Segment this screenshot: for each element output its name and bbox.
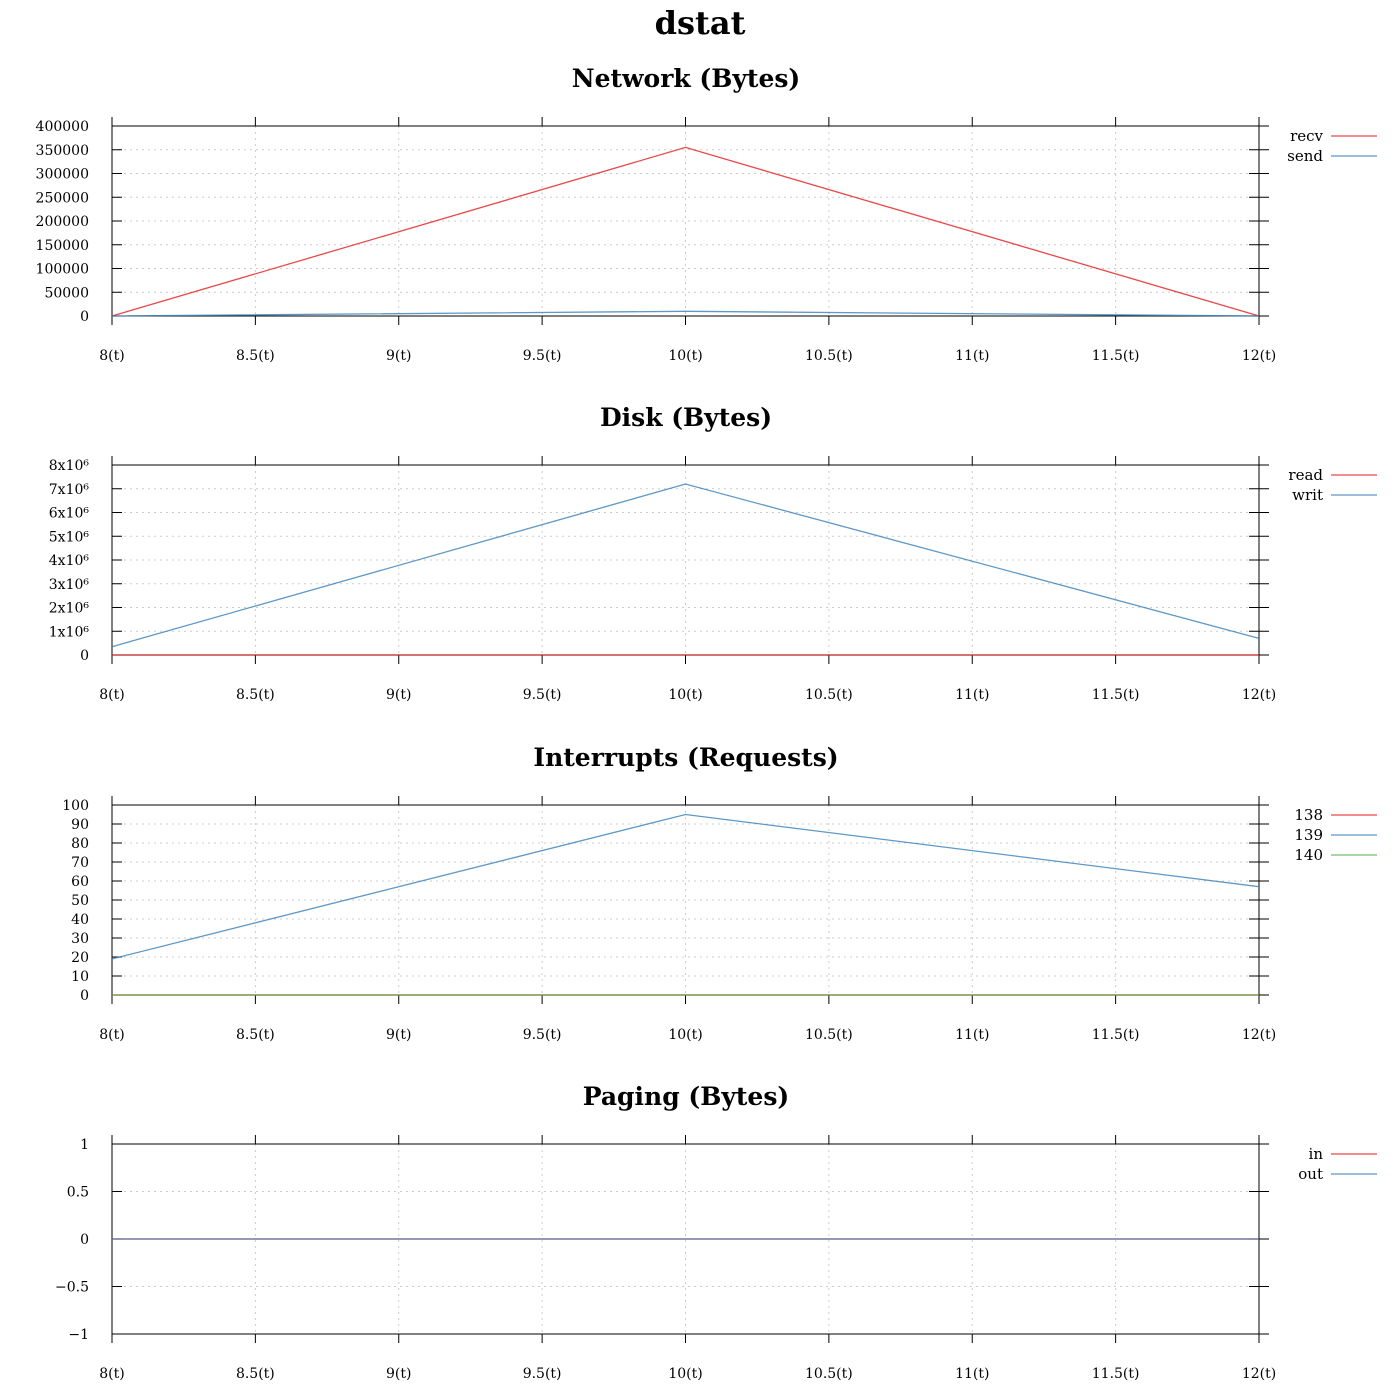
legend-label: writ [1292,486,1323,504]
legend-label: send [1287,147,1323,165]
x-tick-label: 11(t) [955,687,989,703]
y-tick-label: 0.5 [67,1185,89,1201]
chart-title: Interrupts (Requests) [533,743,839,772]
chart-title: Network (Bytes) [571,64,801,93]
y-tick-label: 80 [71,836,89,852]
y-tick-label: 3x10⁶ [49,577,90,593]
x-tick-label: 9(t) [386,1027,411,1043]
page-title: dstat [654,4,746,42]
x-tick-label: 9.5(t) [523,1366,562,1382]
y-tick-label: −0.5 [55,1280,89,1296]
y-tick-label: 350000 [36,143,89,159]
disk-panel: Disk (Bytes) 8(t) 8.5(t) 9(t) 9.5(t) 10(t) 10… [0,403,1400,713]
y-tick-label: 200000 [36,214,89,230]
x-tick-label: 9(t) [386,348,411,364]
plot-frame [111,464,1260,656]
x-tick-label: 9.5(t) [523,687,562,703]
series-line-send [111,310,1260,317]
series-line-recv [111,146,1260,317]
y-tick-label: 0 [80,309,89,325]
x-tick-label: 10(t) [668,348,702,364]
x-tick-label: 10(t) [668,1027,702,1043]
y-tick-label: 400000 [36,119,89,135]
y-tick-label: 70 [71,855,89,871]
x-tick-label: 12(t) [1242,1027,1276,1043]
y-tick-label: 1 [80,1137,89,1153]
legend-label: 140 [1294,846,1323,864]
network-chart: 8(t) 8.5(t) 9(t) 9.5(t) 10(t) 10.5(t) 11(t) 11.… [36,117,1377,364]
x-tick-label: 8(t) [99,1366,124,1382]
x-tick-label: 9.5(t) [523,1027,562,1043]
x-tick-label: 10.5(t) [805,1366,853,1382]
x-tick-label: 11.5(t) [1092,348,1140,364]
y-tick-label: −1 [68,1327,89,1343]
y-tick-label: 20 [71,950,89,966]
y-tick-label: 100000 [36,262,89,278]
legend-label: read [1288,466,1323,484]
x-tick-label: 11.5(t) [1092,1027,1140,1043]
x-tick-label: 9(t) [386,687,411,703]
x-tick-label: 9.5(t) [523,348,562,364]
y-tick-label: 0 [80,1232,89,1248]
plot-frame [111,804,1260,996]
series-line-139 [111,813,1260,960]
legend-label: out [1298,1165,1323,1183]
y-tick-label: 10 [71,969,89,985]
y-tick-label: 50000 [44,285,89,301]
x-tick-label: 11.5(t) [1092,687,1140,703]
x-tick-label: 8(t) [99,687,124,703]
x-tick-label: 10(t) [668,1366,702,1382]
y-tick-label: 6x10⁶ [49,506,90,522]
y-tick-label: 50 [71,893,89,909]
chart-title: Paging (Bytes) [582,1082,790,1111]
y-tick-label: 1x10⁶ [49,624,90,640]
y-tick-label: 90 [71,817,89,833]
x-tick-label: 8(t) [99,348,124,364]
y-tick-label: 8x10⁶ [49,458,90,474]
x-tick-label: 12(t) [1242,348,1276,364]
x-tick-label: 12(t) [1242,1366,1276,1382]
y-tick-label: 5x10⁶ [49,529,90,545]
y-tick-label: 250000 [36,190,89,206]
x-tick-label: 8.5(t) [236,1366,275,1382]
series-line-writ [111,483,1260,648]
legend-label: in [1309,1145,1324,1163]
legend-label: 138 [1294,806,1323,824]
x-tick-label: 10(t) [668,687,702,703]
interrupts-panel: Interrupts (Requests) 8(t) 8.5(t) 9(t) 9.5(… [0,743,1400,1053]
y-tick-label: 2x10⁶ [49,601,90,617]
y-tick-label: 40 [71,912,89,928]
x-tick-label: 8.5(t) [236,687,275,703]
paging-chart: 8(t) 8.5(t) 9(t) 9.5(t) 10(t) 10.5(t) 11(t) 11.… [55,1135,1377,1382]
network-panel: Network (Bytes) 8(t) 8.5(t) 9(t) 9.5(t) 10(t… [0,64,1400,374]
y-tick-label: 60 [71,874,89,890]
paging-panel: Paging (Bytes) 8(t) 8.5(t) 9(t) 9.5(t) 10(t)… [0,1082,1400,1392]
x-tick-label: 8(t) [99,1027,124,1043]
x-tick-label: 9(t) [386,1366,411,1382]
x-tick-label: 11(t) [955,1366,989,1382]
x-tick-label: 10.5(t) [805,687,853,703]
x-tick-label: 8.5(t) [236,1027,275,1043]
x-tick-label: 11(t) [955,348,989,364]
y-tick-label: 0 [80,648,89,664]
x-tick-label: 11(t) [955,1027,989,1043]
y-tick-label: 0 [80,988,89,1004]
y-tick-label: 150000 [36,238,89,254]
x-tick-label: 8.5(t) [236,348,275,364]
y-tick-label: 100 [62,798,89,814]
x-tick-label: 10.5(t) [805,348,853,364]
plot-frame [111,125,1260,317]
legend-label: 139 [1294,826,1323,844]
x-tick-label: 11.5(t) [1092,1366,1140,1382]
y-tick-label: 300000 [36,167,89,183]
y-tick-label: 4x10⁶ [49,553,90,569]
x-tick-label: 10.5(t) [805,1027,853,1043]
legend-label: recv [1290,127,1323,145]
y-tick-label: 30 [71,931,89,947]
x-tick-label: 12(t) [1242,687,1276,703]
y-tick-label: 7x10⁶ [49,482,90,498]
interrupts-chart: 8(t) 8.5(t) 9(t) 9.5(t) 10(t) 10.5(t) 11(t) 11.… [62,796,1377,1043]
disk-chart: 8(t) 8.5(t) 9(t) 9.5(t) 10(t) 10.5(t) 11(t) 11.… [49,456,1377,703]
chart-title: Disk (Bytes) [599,403,773,432]
